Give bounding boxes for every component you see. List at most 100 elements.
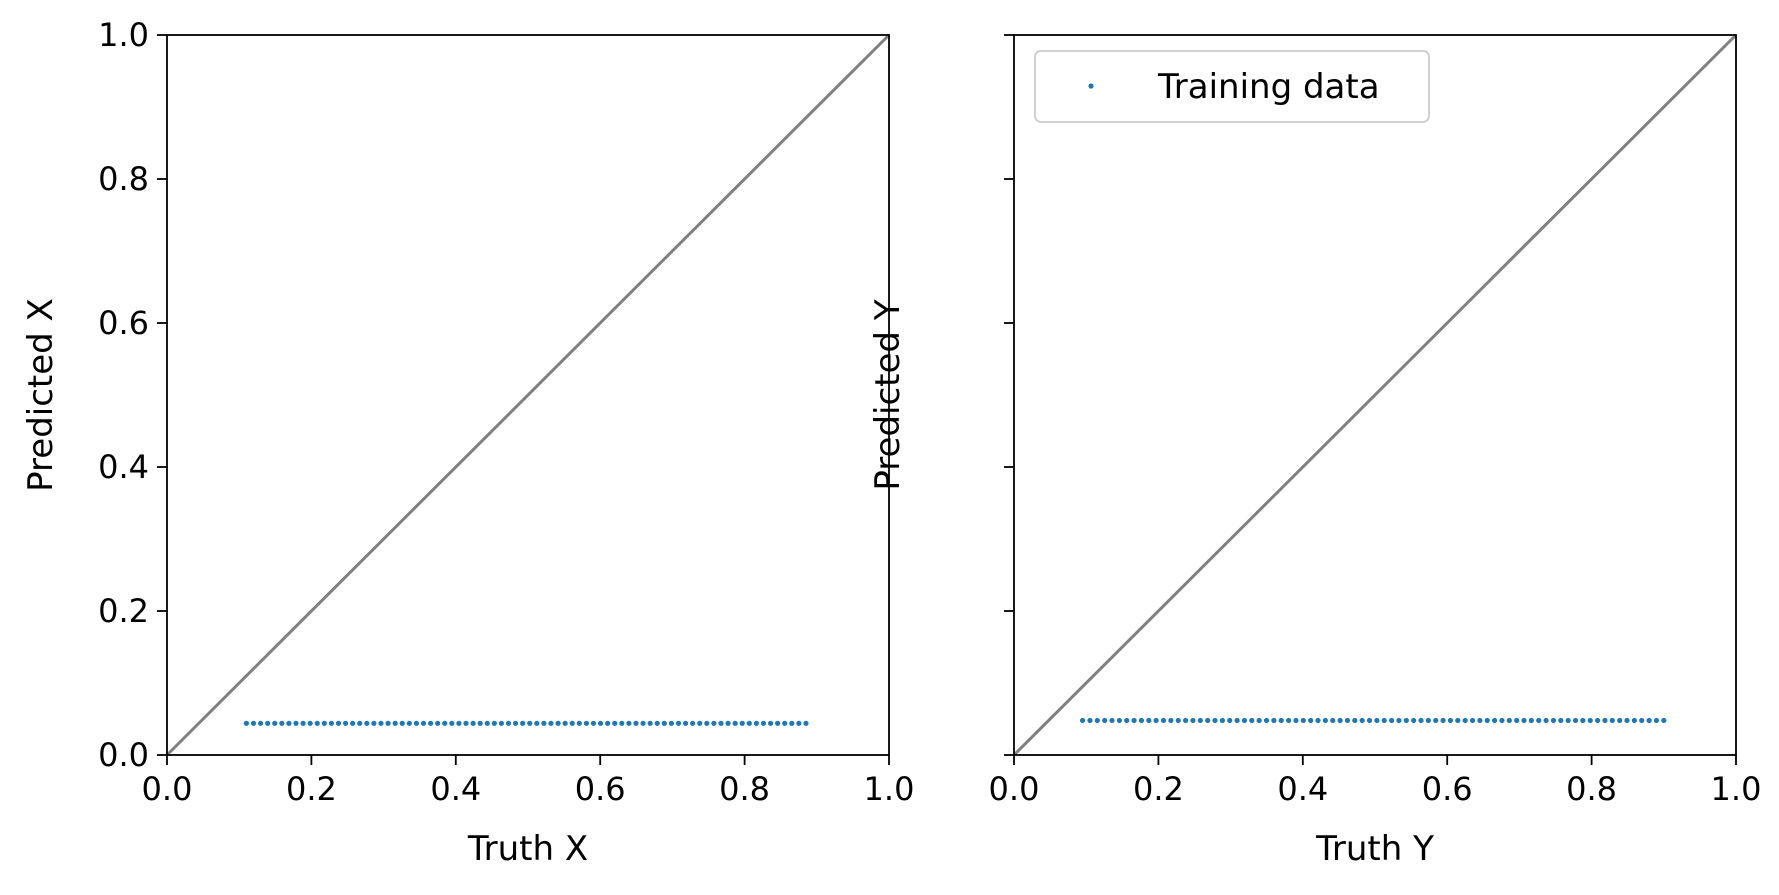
- data-point: [767, 720, 774, 726]
- data-point: [1249, 717, 1255, 724]
- data-point: [1079, 717, 1086, 724]
- y-axis-label: Predicted Y: [868, 299, 908, 490]
- data-point: [1359, 717, 1365, 724]
- data-point: [484, 720, 490, 726]
- data-point: [1219, 717, 1225, 724]
- data-point: [505, 720, 512, 726]
- data-point: [1153, 717, 1159, 724]
- data-point: [654, 720, 660, 726]
- data-point: [1484, 717, 1490, 724]
- data-point: [597, 720, 604, 726]
- legend-box: [1034, 50, 1430, 123]
- x-tick-label: 0.2: [286, 770, 337, 808]
- data-point: [1366, 717, 1373, 724]
- data-point: [335, 720, 342, 726]
- data-point: [1094, 717, 1100, 724]
- data-point: [1594, 717, 1601, 724]
- data-point: [1455, 717, 1461, 724]
- data-point: [1639, 717, 1645, 724]
- data-point: [626, 720, 632, 726]
- data-point: [1565, 717, 1571, 724]
- data-point: [307, 720, 313, 726]
- panel-truth-x: 0.0 0.2 0.4 0.6 0.8 1.0 0.0 0.2 0.4 0.6 0.8 1.0 Trut…: [21, 16, 914, 869]
- data-point: [1256, 717, 1262, 724]
- data-point: [1396, 717, 1402, 724]
- data-point: [491, 720, 497, 726]
- data-point: [1433, 717, 1439, 724]
- data-point: [1528, 717, 1534, 724]
- y-tick-label: 0.4: [98, 448, 149, 486]
- data-point: [548, 720, 554, 726]
- data-point: [555, 720, 561, 726]
- x-axis-label: Truth Y: [1315, 829, 1434, 869]
- data-point: [272, 720, 278, 726]
- data-point: [704, 720, 710, 726]
- data-point: [279, 720, 285, 726]
- data-point: [1403, 717, 1409, 724]
- data-point: [640, 720, 646, 726]
- data-point: [1227, 717, 1233, 724]
- x-tick-label: 0.2: [1133, 770, 1184, 808]
- data-point: [576, 720, 582, 726]
- data-point: [300, 720, 306, 726]
- data-point: [711, 720, 717, 726]
- data-point: [456, 720, 462, 726]
- data-point: [371, 720, 377, 726]
- data-point: [1617, 717, 1623, 724]
- data-point: [1160, 717, 1167, 724]
- y-axis-label: Predicted X: [21, 298, 61, 492]
- data-point: [682, 720, 689, 726]
- data-point: [675, 720, 682, 726]
- data-point: [732, 720, 738, 726]
- data-point: [1168, 717, 1174, 724]
- data-point: [1624, 717, 1630, 724]
- data-point: [1197, 717, 1203, 724]
- data-point: [512, 720, 519, 726]
- data-point: [1558, 717, 1564, 724]
- data-point: [612, 720, 618, 726]
- y-tick-label: 0.8: [98, 160, 149, 198]
- data-point: [1572, 717, 1579, 724]
- x-tick-label: 1.0: [864, 770, 915, 808]
- data-point: [1491, 717, 1498, 724]
- reference-line: [1012, 33, 1738, 757]
- data-point: [406, 720, 412, 726]
- data-point: [725, 720, 731, 726]
- data-point: [385, 720, 391, 726]
- y-tick-label: 1.0: [98, 16, 149, 54]
- data-point: [1469, 717, 1476, 724]
- x-tick-label: 1.0: [1711, 770, 1762, 808]
- data-point: [328, 720, 335, 726]
- data-point: [463, 720, 469, 726]
- data-point: [534, 720, 540, 726]
- data-point: [1447, 717, 1454, 724]
- data-point: [1425, 717, 1431, 724]
- data-point: [1109, 717, 1115, 724]
- data-point: [789, 720, 795, 726]
- data-point: [420, 720, 427, 726]
- data-point: [449, 720, 455, 726]
- data-point: [590, 720, 597, 726]
- y-tick-label: 0.2: [98, 592, 149, 630]
- data-point: [541, 720, 547, 726]
- data-point: [1102, 717, 1108, 724]
- data-point: [1352, 717, 1358, 724]
- data-point: [619, 720, 625, 726]
- data-point: [243, 720, 250, 726]
- data-point: [357, 720, 363, 726]
- data-point: [1175, 717, 1181, 724]
- data-point: [1234, 717, 1240, 724]
- data-point: [427, 720, 434, 726]
- data-point: [1124, 717, 1130, 724]
- data-point: [1308, 717, 1314, 724]
- data-point: [1536, 717, 1542, 724]
- data-point: [562, 720, 568, 726]
- data-point: [668, 720, 674, 726]
- x-tick-label: 0.0: [989, 770, 1040, 808]
- x-tick-label: 0.6: [575, 770, 626, 808]
- data-point: [1278, 717, 1284, 724]
- data-point: [1587, 717, 1593, 724]
- data-point: [498, 720, 505, 726]
- data-point: [718, 720, 724, 726]
